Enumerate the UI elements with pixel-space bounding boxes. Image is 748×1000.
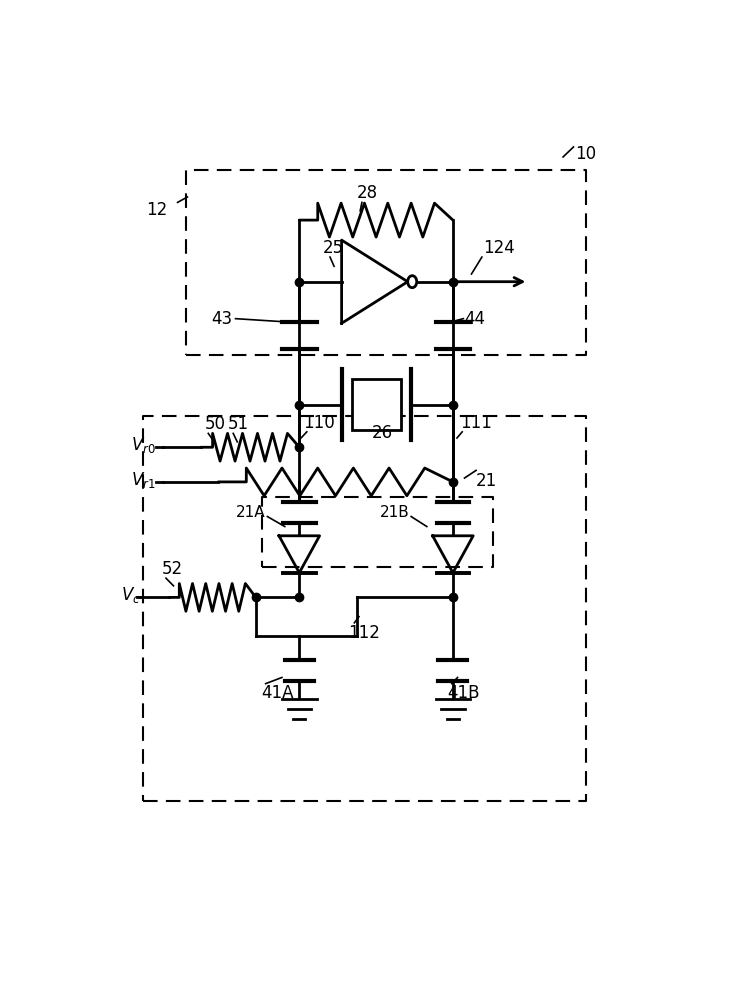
Text: 44: 44 (465, 310, 485, 328)
Text: 111: 111 (460, 414, 491, 432)
Text: 51: 51 (228, 415, 249, 433)
Text: 21: 21 (476, 472, 497, 490)
Text: 52: 52 (162, 560, 183, 578)
Text: 28: 28 (357, 184, 378, 202)
Text: 26: 26 (372, 424, 393, 442)
Text: $V_{r0}$: $V_{r0}$ (131, 435, 156, 455)
Text: 112: 112 (349, 624, 381, 642)
Text: 25: 25 (322, 239, 343, 257)
Text: 10: 10 (574, 145, 595, 163)
Text: 43: 43 (212, 310, 233, 328)
Text: 124: 124 (483, 239, 515, 257)
Bar (352, 379, 401, 430)
Text: 41B: 41B (447, 684, 479, 702)
Text: 50: 50 (205, 415, 226, 433)
Text: 21A: 21A (236, 505, 265, 520)
Text: $V_c$: $V_c$ (121, 585, 141, 605)
Text: 110: 110 (304, 414, 335, 432)
Text: $V_{r1}$: $V_{r1}$ (131, 470, 156, 490)
Text: 21B: 21B (380, 505, 409, 520)
Text: 12: 12 (147, 201, 168, 219)
Text: 41A: 41A (262, 684, 294, 702)
